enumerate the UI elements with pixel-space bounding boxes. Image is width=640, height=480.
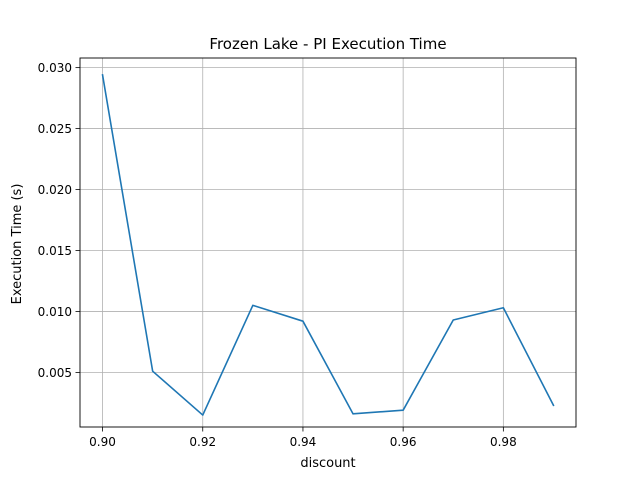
axes-spines: [79, 57, 577, 428]
grid: [80, 58, 576, 427]
y-axis-ticks: 0.005 0.010 0.015 0.020 0.025 0.030: [38, 61, 80, 380]
x-tick-label: 0.90: [89, 435, 116, 449]
axes-frame: [79, 57, 577, 428]
chart-title: Frozen Lake - PI Execution Time: [209, 35, 446, 53]
x-tick-label: 0.92: [189, 435, 216, 449]
y-tick-label: 0.010: [38, 305, 72, 319]
y-tick-label: 0.020: [38, 183, 72, 197]
y-tick-label: 0.030: [38, 61, 72, 75]
plot-area: [80, 58, 576, 427]
y-tick-label: 0.015: [38, 244, 72, 258]
x-tick-label: 0.98: [490, 435, 517, 449]
x-tick-label: 0.94: [290, 435, 317, 449]
y-tick-label: 0.005: [38, 366, 72, 380]
y-axis-label: Execution Time (s): [10, 184, 25, 305]
x-tick-label: 0.96: [390, 435, 417, 449]
y-tick-label: 0.025: [38, 122, 72, 136]
x-axis-label: discount: [300, 456, 355, 471]
series-layer: [101, 74, 555, 416]
x-axis-ticks: 0.90 0.92 0.94 0.96 0.98: [89, 427, 517, 449]
series-line: [101, 74, 555, 416]
